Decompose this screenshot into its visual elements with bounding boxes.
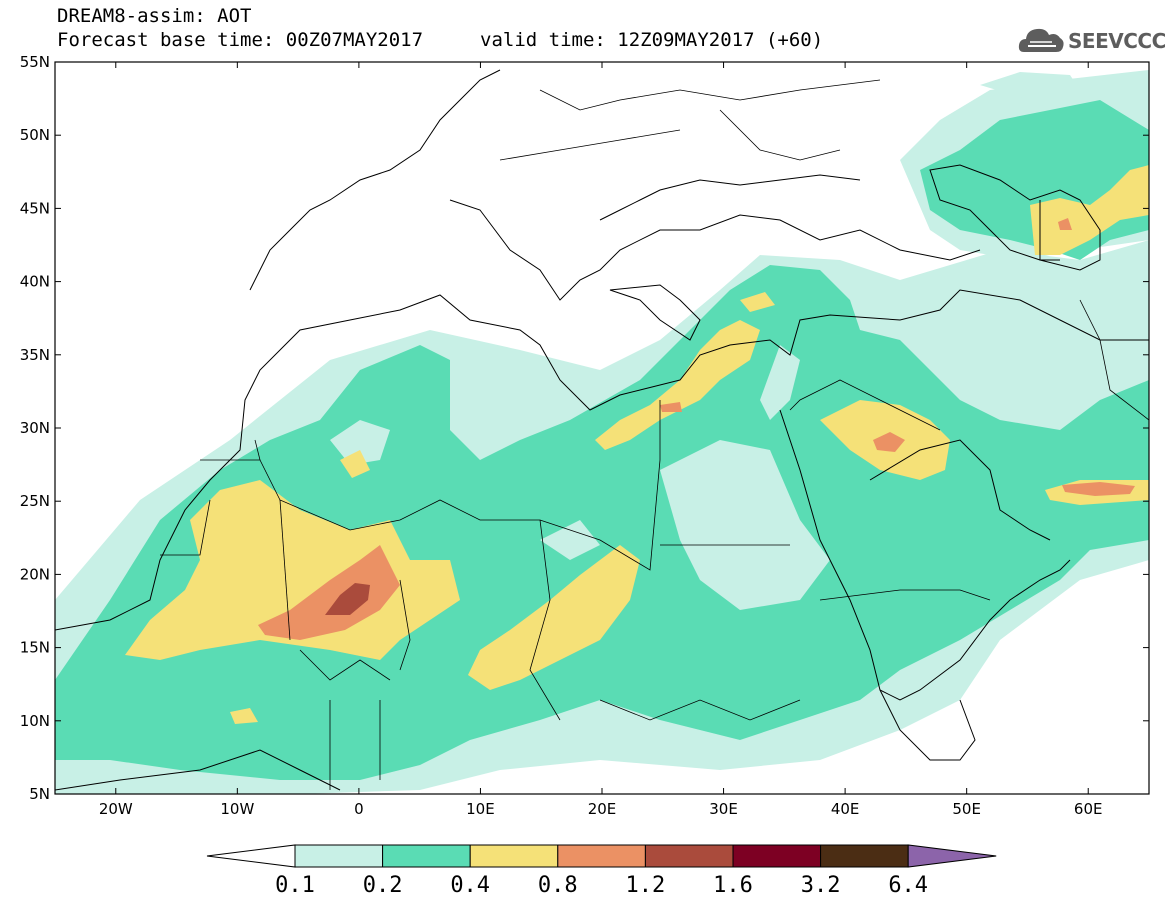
lat-axis: 55N 50N 45N 40N 35N 30N 25N 20N 15N 10N 5N <box>20 53 1149 803</box>
lat-label: 30N <box>20 419 50 437</box>
forecast-base-time: Forecast base time: 00Z07MAY2017 <box>57 29 424 51</box>
colorbar-box <box>732 844 822 868</box>
lon-label: 20W <box>99 800 133 818</box>
lat-label: 25N <box>20 492 50 510</box>
logo-text: SEEVCCC <box>1068 29 1165 53</box>
colorbar-label: 0.4 <box>450 873 490 898</box>
map-title: DREAM8-assim: AOT <box>57 5 252 27</box>
lat-label: 55N <box>20 53 50 71</box>
lon-label: 60E <box>1074 800 1103 818</box>
lon-label: 10E <box>466 800 495 818</box>
colorbar-box <box>644 844 734 868</box>
colorbar: 0.1 0.2 0.4 0.8 1.2 1.6 3.2 6.4 <box>206 844 997 898</box>
colorbar-label: 1.6 <box>713 873 753 898</box>
lat-label: 45N <box>20 199 50 217</box>
colorbar-boxes <box>206 844 997 868</box>
lat-label: 50N <box>20 126 50 144</box>
colorbar-label: 0.2 <box>363 873 403 898</box>
valid-time: valid time: 12Z09MAY2017 (+60) <box>480 29 824 51</box>
colorbar-box <box>820 844 909 868</box>
colorbar-box <box>469 844 559 868</box>
colorbar-box <box>294 844 384 868</box>
lat-label: 15N <box>20 639 50 657</box>
lon-label: 50E <box>952 800 981 818</box>
colorbar-labels: 0.1 0.2 0.4 0.8 1.2 1.6 3.2 6.4 <box>275 873 928 898</box>
lat-label: 20N <box>20 565 50 583</box>
colorbar-high-arrow <box>907 844 997 868</box>
colorbar-label: 3.2 <box>801 873 841 898</box>
lon-label: 0 <box>354 800 364 818</box>
lon-label: 20E <box>588 800 617 818</box>
borders <box>160 79 1149 790</box>
colorbar-label: 6.4 <box>888 873 928 898</box>
lon-label: 30E <box>709 800 738 818</box>
seevccc-logo: SEEVCCC <box>1016 22 1165 60</box>
lat-label: 35N <box>20 346 50 364</box>
colorbar-label: 0.1 <box>275 873 315 898</box>
colorbar-low-arrow <box>206 844 296 868</box>
aot-band-1-2 <box>325 583 370 615</box>
colorbar-label: 0.8 <box>538 873 578 898</box>
lon-label: 40E <box>831 800 860 818</box>
colorbar-box <box>557 844 646 868</box>
cloud-icon <box>1018 28 1064 52</box>
lat-label: 10N <box>20 712 50 730</box>
aot-inner-low <box>330 420 830 610</box>
lat-label: 40N <box>20 273 50 291</box>
lon-axis: 20W 10W 0 10E 20E 30E 40E 50E 60E <box>99 62 1103 818</box>
lon-label: 10W <box>220 800 254 818</box>
aot-band-0-8 <box>258 218 1135 640</box>
colorbar-box <box>382 844 471 868</box>
colorbar-label: 1.2 <box>626 873 666 898</box>
aot-map: 55N 50N 45N 40N 35N 30N 25N 20N 15N 10N 5N 20W 10W 0… <box>20 53 1150 818</box>
lat-label: 5N <box>29 785 50 803</box>
aot-fields <box>55 70 1149 794</box>
